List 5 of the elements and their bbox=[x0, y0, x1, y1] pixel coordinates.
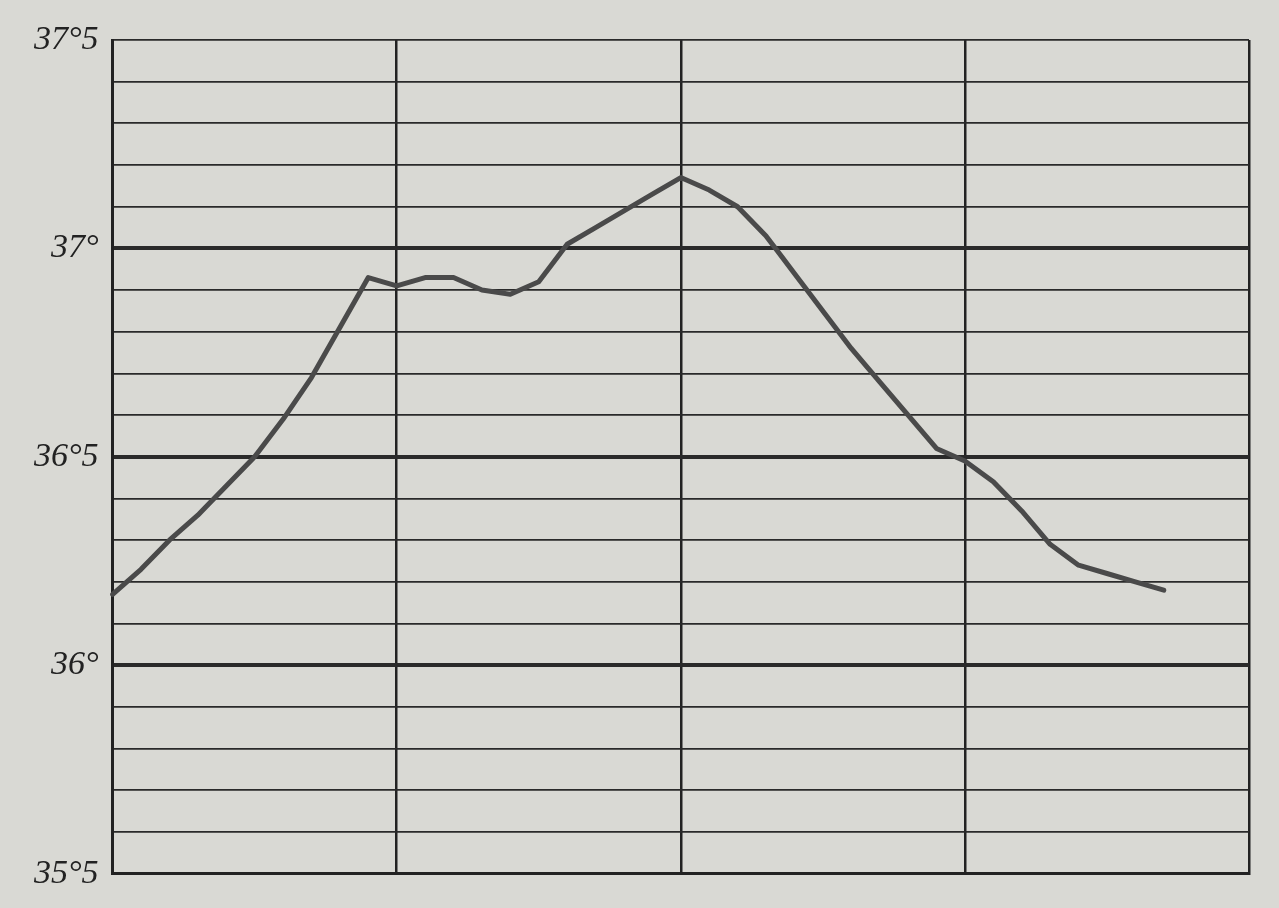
y-tick-label: 36° bbox=[49, 644, 99, 682]
y-tick-label: 37° bbox=[49, 227, 99, 265]
y-tick-label: 35°5 bbox=[32, 852, 99, 890]
y-tick-label: 37°5 bbox=[32, 18, 99, 56]
y-tick-label: 36°5 bbox=[32, 435, 99, 473]
